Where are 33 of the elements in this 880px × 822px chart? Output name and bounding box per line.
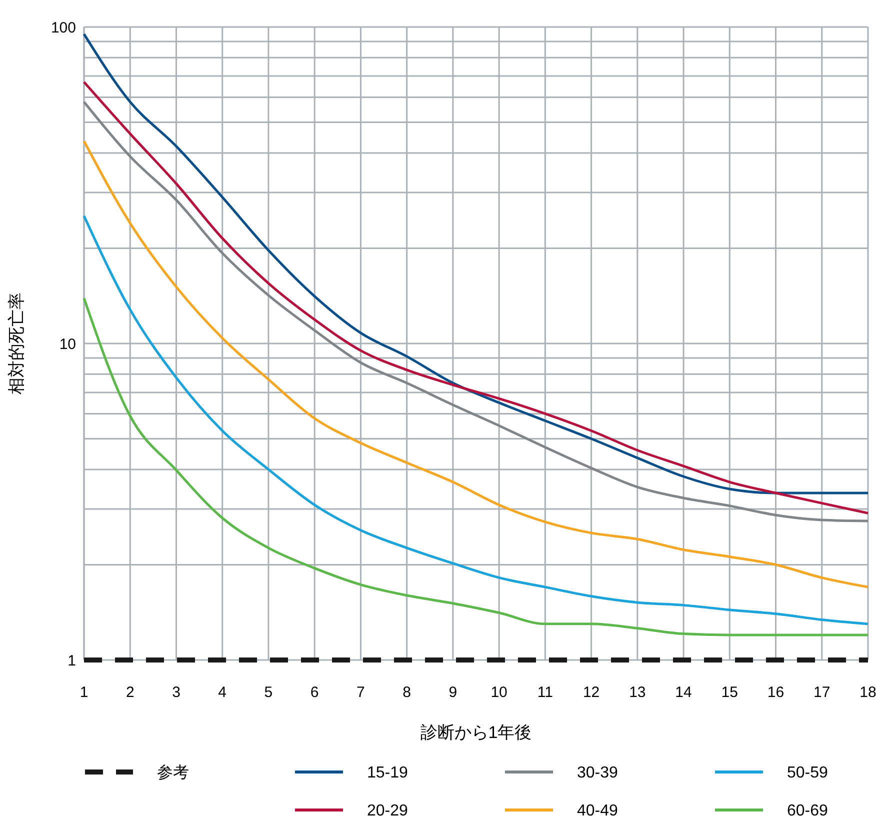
x-tick-label: 7 (356, 684, 365, 701)
x-tick-label: 13 (629, 684, 646, 701)
y-tick-label: 1 (68, 652, 76, 670)
legend-label: 参考 (157, 764, 189, 782)
x-axis-title: 診断から1年後 (420, 723, 532, 742)
line-series (82, 140, 870, 588)
legend-label: 60-69 (787, 802, 828, 820)
y-axis-title: 相対的死亡率 (7, 292, 26, 394)
line-series (82, 214, 870, 626)
x-tick-label: 8 (402, 684, 411, 701)
legend-label: 20-29 (367, 802, 408, 820)
x-tick-label: 10 (490, 684, 508, 701)
x-tick-label: 6 (310, 684, 319, 701)
x-tick-label: 5 (264, 684, 273, 701)
x-tick-label: 12 (582, 684, 600, 701)
x-tick-label: 16 (767, 684, 784, 701)
x-tick-label: 4 (218, 684, 227, 701)
x-tick-label: 1 (80, 684, 88, 701)
x-tick-label: 15 (721, 684, 738, 701)
y-tick-label: 10 (59, 336, 76, 353)
line-series (82, 296, 870, 636)
legend-label: 30-39 (577, 764, 618, 782)
x-tick-label: 11 (537, 684, 553, 701)
legend-label: 40-49 (577, 802, 618, 820)
x-tick-label: 9 (448, 684, 458, 701)
x-tick-label: 3 (172, 684, 180, 701)
x-tick-label: 2 (126, 684, 134, 701)
x-tick-label: 14 (675, 684, 692, 701)
x-tick-label: 17 (814, 684, 830, 701)
legend-label: 15-19 (367, 764, 408, 782)
legend-label: 50-59 (787, 764, 828, 782)
x-tick-label: 18 (860, 684, 876, 701)
y-tick-label: 100 (50, 19, 76, 36)
